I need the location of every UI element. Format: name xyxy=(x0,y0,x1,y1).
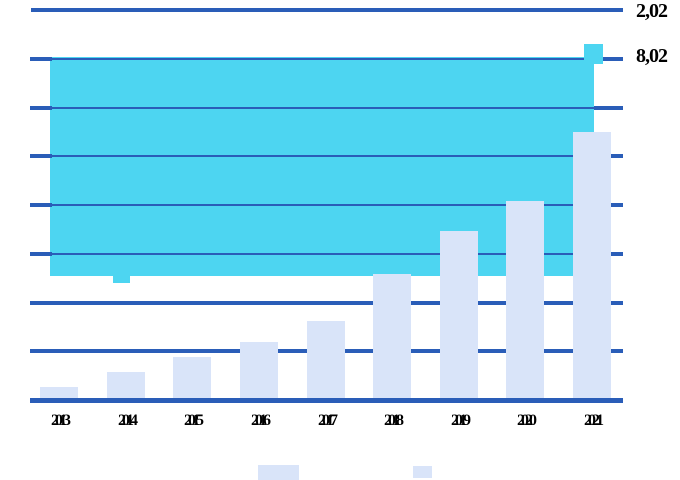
bar xyxy=(40,387,78,398)
gridline xyxy=(52,204,594,206)
cyan-band-shape xyxy=(50,44,603,283)
x-axis-label: 2019 xyxy=(451,412,471,429)
gridline xyxy=(30,106,52,110)
x-axis-label: 2021 xyxy=(584,412,604,429)
gridline xyxy=(52,58,594,60)
bar xyxy=(240,342,278,398)
x-axis-label: 2015 xyxy=(184,412,204,429)
x-axis-label: 2016 xyxy=(251,412,271,429)
gridline xyxy=(30,252,52,256)
gridline xyxy=(594,57,623,61)
right-axis-label-second: 8,02 xyxy=(636,45,668,67)
gridline xyxy=(30,203,52,207)
x-axis-label: 2017 xyxy=(318,412,338,429)
gridline xyxy=(30,154,52,158)
cyan-band-peak xyxy=(584,44,603,64)
x-axis-label: 2020 xyxy=(517,412,537,429)
bar xyxy=(173,357,211,398)
bar xyxy=(307,321,345,398)
gridline xyxy=(31,8,623,12)
x-axis-label: 2013 xyxy=(51,412,71,429)
x-axis-label: 2014 xyxy=(118,412,138,429)
gridline xyxy=(52,155,594,157)
legend-swatch xyxy=(258,465,299,480)
bar xyxy=(573,132,611,398)
gridline xyxy=(52,253,594,255)
bar xyxy=(373,274,411,398)
gridline xyxy=(30,398,623,403)
bar xyxy=(506,201,544,398)
bar xyxy=(440,231,478,398)
gridline xyxy=(30,301,623,305)
right-axis-label-top: 2,02 xyxy=(636,0,668,22)
gridline xyxy=(30,57,52,61)
legend-swatch xyxy=(413,466,432,478)
gridline xyxy=(594,106,623,110)
bar xyxy=(107,372,145,398)
gridline xyxy=(52,107,594,109)
x-axis-label: 2018 xyxy=(384,412,404,429)
